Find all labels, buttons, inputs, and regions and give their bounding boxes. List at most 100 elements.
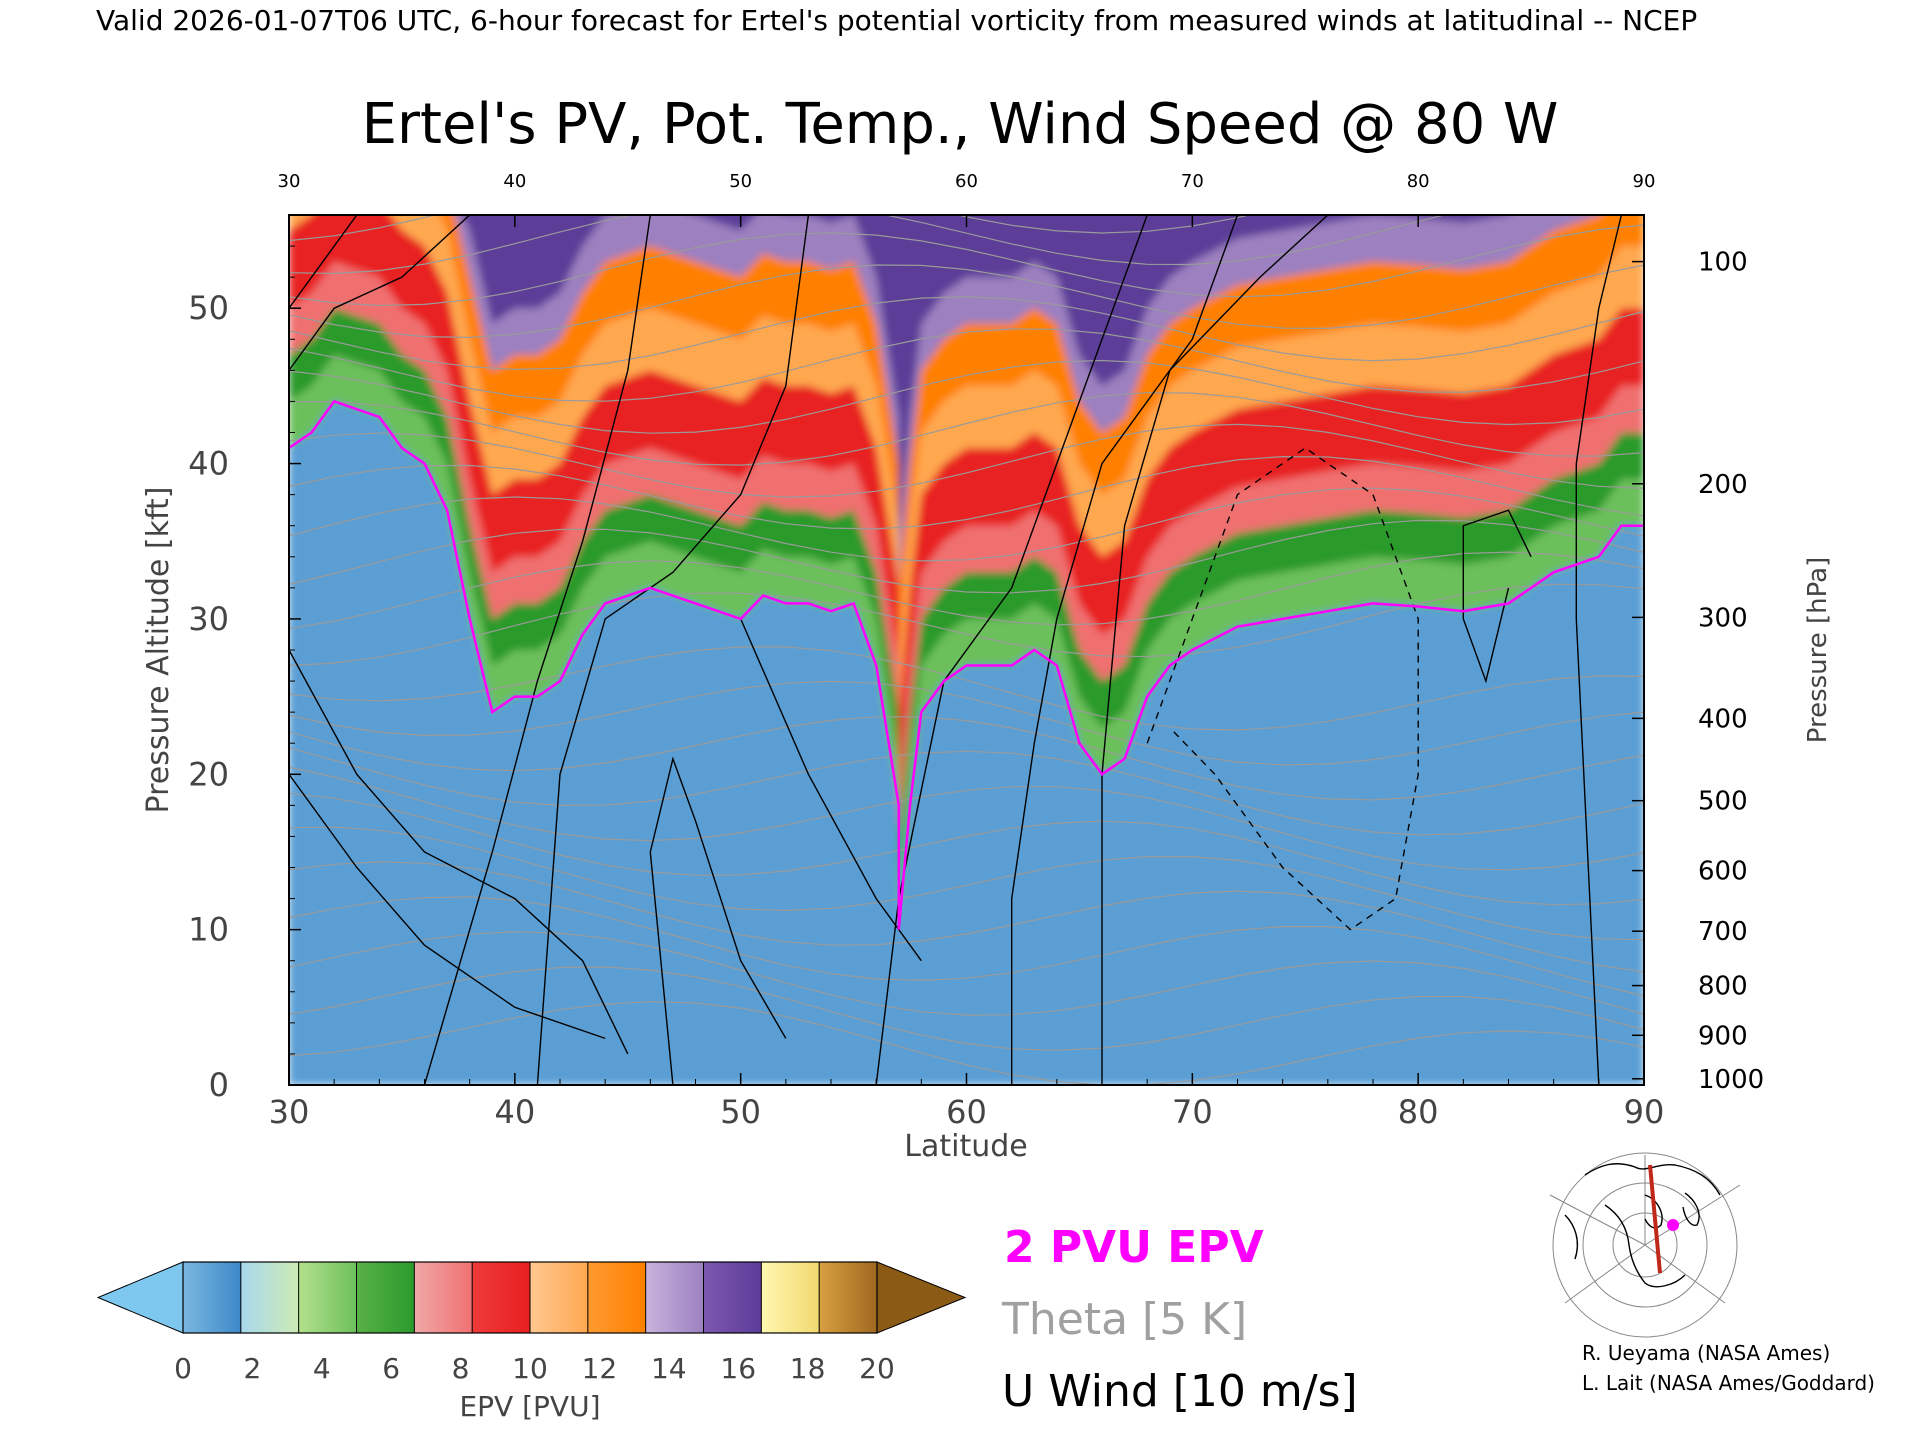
u-wind-contour (289, 773, 606, 1040)
theta-contour (289, 455, 1644, 530)
colorbar-bin (240, 1262, 300, 1333)
colorbar-bin (414, 1262, 473, 1333)
epv-band-4 (289, 215, 1644, 713)
theta-contour (289, 264, 1644, 339)
y-tick-label: 10 (188, 911, 229, 949)
colorbar-over-arrow (876, 1261, 967, 1334)
colorbar-bin (819, 1262, 878, 1333)
pressure-tick-label: 500 (1698, 787, 1748, 817)
theta-contour (289, 392, 1644, 466)
u-wind-contour (1575, 215, 1623, 1085)
axes: 3030404050506060707080809090010203040501… (188, 171, 1764, 1131)
x-tick-label: 40 (494, 1093, 535, 1131)
theta-contour (289, 646, 1644, 731)
x-axis-label: Latitude (904, 1129, 1027, 1164)
x-tick-label: 90 (1624, 1093, 1665, 1131)
colorbar-bin (183, 1262, 242, 1333)
pressure-tick-label: 300 (1698, 603, 1748, 633)
theta-contours (289, 215, 1644, 1085)
pressure-tick-label: 200 (1698, 470, 1748, 500)
u-wind-contour (1462, 509, 1532, 684)
colorbar-tick-label: 14 (651, 1352, 687, 1385)
colorbar-tick-label: 16 (720, 1352, 756, 1385)
credit-line-1: R. Ueyama (NASA Ames) (1582, 1341, 1830, 1365)
u-wind-contour (289, 215, 358, 309)
pressure-tick-label: 800 (1698, 972, 1748, 1002)
colorbar-tick-label: 2 (243, 1352, 261, 1385)
colorbar-bin (530, 1262, 589, 1333)
theta-contour (289, 766, 1644, 871)
u-wind-contour (289, 649, 629, 1055)
legend-theta: Theta [5 K] (1001, 1294, 1247, 1345)
valid-time-header: Valid 2026-01-07T06 UTC, 6-hour forecast… (96, 4, 1697, 37)
theta-contour (289, 826, 1644, 941)
location-dot (1667, 1219, 1679, 1231)
theta-contour (289, 551, 1644, 630)
theta-contour (289, 861, 1644, 973)
theta-contour (289, 966, 1644, 1051)
u-wind-contour (423, 215, 651, 1085)
x-tick-label-top: 70 (1181, 171, 1204, 192)
theta-contour (289, 792, 1644, 906)
theta-contour (289, 224, 1644, 307)
theta-contour (289, 423, 1644, 498)
colorbar-bin (703, 1262, 762, 1333)
theta-contour (289, 896, 1644, 997)
x-tick-label-top: 40 (503, 171, 526, 192)
x-tick-label-top: 90 (1633, 171, 1656, 192)
y-axis-label-right: Pressure [hPa] (1803, 557, 1833, 744)
colorbar-bin (587, 1262, 647, 1333)
u-wind-contours (289, 215, 1623, 1085)
theta-contour (289, 583, 1644, 667)
u-wind-contour (289, 215, 471, 371)
plot-area (289, 215, 1644, 1085)
theta-contour (289, 1001, 1644, 1085)
theta-contour (289, 296, 1644, 371)
colorbar-tick-label: 6 (382, 1352, 400, 1385)
y-tick-label: 30 (188, 600, 229, 638)
two-pvu-contour (289, 399, 1644, 930)
chart-title: Ertel's PV, Pot. Temp., Wind Speed @ 80 … (362, 92, 1559, 157)
pressure-tick-label: 100 (1698, 248, 1748, 278)
x-tick-label: 80 (1398, 1093, 1439, 1131)
epv-band-5 (439, 215, 1644, 650)
colorbar-bin (472, 1262, 531, 1333)
y-tick-label: 0 (209, 1066, 229, 1104)
x-tick-label-top: 50 (729, 171, 752, 192)
legend-2pvu: 2 PVU EPV (1004, 1222, 1264, 1273)
credit-line-2: L. Lait (NASA Ames/Goddard) (1582, 1371, 1875, 1395)
colorbar-tick-label: 20 (859, 1352, 895, 1385)
x-tick-label-top: 80 (1407, 171, 1430, 192)
y-tick-label: 40 (188, 445, 229, 483)
u-wind-negative-contour (1146, 447, 1419, 931)
theta-contour (289, 931, 1644, 1016)
colorbar-tick-label: 18 (790, 1352, 826, 1385)
inset-map (1545, 1152, 1741, 1338)
y-tick-label: 20 (188, 755, 229, 793)
theta-contour (289, 328, 1644, 402)
colorbar-bin (645, 1262, 704, 1333)
theta-contour (289, 359, 1644, 434)
pressure-tick-label: 900 (1698, 1021, 1748, 1051)
epv-band-7 (462, 215, 1509, 542)
x-tick-label: 30 (269, 1093, 310, 1131)
x-tick-label: 60 (946, 1093, 987, 1131)
y-tick-label: 50 (188, 289, 229, 327)
colorbar-tick-label: 10 (512, 1352, 548, 1385)
u-wind-contour (1101, 215, 1329, 1085)
colorbar-tick-label: 0 (174, 1352, 192, 1385)
colorbar-bin (761, 1262, 820, 1333)
epv-colorbar: 0 2 4 6 8 10 12 14 16 18 20 (96, 1261, 967, 1385)
u-wind-contour (1011, 215, 1239, 1085)
colorbar-under-arrow (96, 1261, 184, 1334)
x-tick-label: 50 (720, 1093, 761, 1131)
cross-section-line (1648, 1164, 1662, 1274)
u-wind-contour (649, 756, 787, 1085)
u-wind-contour (536, 215, 810, 1085)
colorbar-bin (298, 1262, 357, 1333)
colorbar-tick-label: 4 (313, 1352, 331, 1385)
pressure-tick-label: 700 (1698, 917, 1748, 947)
colorbar-frame (182, 1261, 878, 1334)
theta-contour (289, 747, 1644, 836)
theta-contour (289, 716, 1644, 801)
